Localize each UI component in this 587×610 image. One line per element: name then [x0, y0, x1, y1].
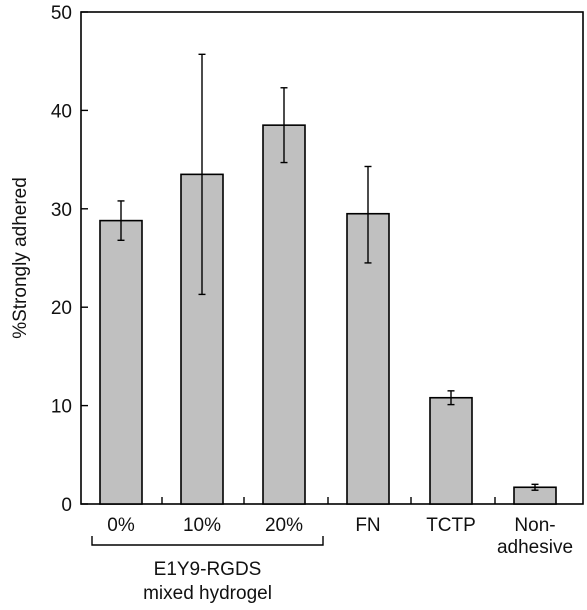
x-category-label: TCTP: [426, 515, 476, 536]
error-bars: [117, 53, 539, 491]
error-bar: [117, 200, 125, 241]
error-bar: [198, 53, 206, 296]
error-bar: [447, 390, 455, 406]
error-bar: [280, 87, 288, 164]
group-label: E1Y9-RGDS mixed hydrogel: [143, 559, 272, 604]
error-bar: [364, 165, 372, 264]
error-bar: [531, 483, 539, 491]
bar: [262, 124, 306, 505]
plot-frame: [80, 11, 584, 505]
x-category-label: Non-adhesive: [497, 515, 573, 558]
bars: [99, 124, 557, 505]
y-axis-title: %Strongly adhered: [10, 177, 31, 339]
bar: [99, 219, 143, 505]
axes: 0 10 20 30 40 50: [51, 3, 584, 516]
y-tick-label: 10: [51, 397, 72, 418]
x-category-label: FN: [355, 515, 380, 536]
x-category-label: 20%: [265, 515, 303, 536]
category-labels: 0% 10% 20% FN TCTP Non-adhesive E1Y9-RGDS mixed…: [91, 515, 573, 604]
bar: [429, 396, 473, 505]
y-tick-label: 50: [51, 3, 72, 24]
group-bracket-line: [91, 536, 324, 546]
y-tick-label: 20: [51, 298, 72, 319]
x-category-label: 0%: [107, 515, 135, 536]
y-tick-label: 0: [61, 495, 72, 516]
y-tick-label: 40: [51, 101, 72, 122]
group-bracket: E1Y9-RGDS mixed hydrogel: [91, 536, 324, 604]
x-category-label: 10%: [183, 515, 221, 536]
y-tick-label: 30: [51, 200, 72, 221]
